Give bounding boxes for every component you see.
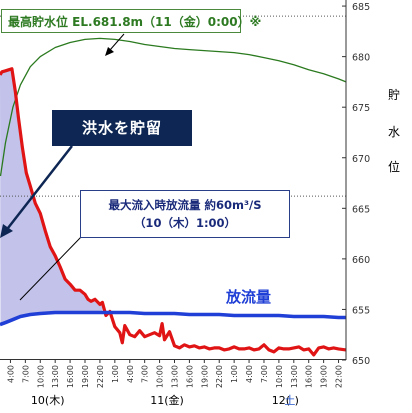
y-tick-label: 665 — [352, 204, 370, 215]
x-tick-label: 22:00 — [215, 365, 224, 388]
x-tick-label: 22:00 — [96, 365, 105, 388]
day-label: 12( — [272, 394, 290, 407]
x-tick-label: 10:00 — [156, 365, 165, 388]
x-tick-label: 13:00 — [290, 365, 299, 388]
y-tick-label: 680 — [352, 53, 370, 64]
x-tick-label: 13:00 — [51, 365, 60, 388]
x-tick-label: 1:00 — [230, 365, 239, 383]
x-tick-label: 10:00 — [36, 365, 45, 388]
x-tick-label: 16:00 — [66, 365, 75, 388]
x-tick-label: 19:00 — [320, 365, 329, 388]
x-tick-label: 7:00 — [260, 365, 269, 383]
x-tick-label: 7:00 — [141, 365, 150, 383]
y-tick-label: 675 — [352, 103, 370, 114]
max-inflow-line2: （10（木）1:00） — [133, 216, 237, 230]
y-tick-label: 670 — [352, 154, 370, 165]
x-tick-label: 13:00 — [170, 365, 179, 388]
day-label: 土 — [284, 394, 295, 407]
peak-level-callout: 最高貯水位 EL.681.8m（11（金）0:00）※ — [1, 9, 261, 33]
peak-leader-line — [109, 33, 125, 51]
day-label: 10(木) — [31, 394, 65, 407]
series-layer — [0, 37, 347, 357]
x-tick-label: 19:00 — [200, 365, 209, 388]
y-axis-label-char-3: 位 — [388, 160, 401, 174]
storage-fill-layer — [0, 68, 103, 325]
y-tick-label: 650 — [352, 356, 370, 367]
x-tick-label: 16:00 — [305, 365, 314, 388]
day-label: ) — [295, 394, 299, 407]
x-tick-label: 10:00 — [275, 365, 284, 388]
y-axis-label-char-2: 水 — [388, 125, 401, 139]
flood-leader-line — [7, 145, 73, 229]
y-axis-label-char-1: 貯 — [388, 88, 401, 102]
x-tick-layer: 4:00 7:00 10:00 13:00 16:00 19:00 22:00 1:00 4:0… — [6, 360, 344, 388]
max-inflow-callout: 最大流入時放流量 約60m³/S （10（木）1:00） — [80, 190, 290, 238]
inflow-leader-line — [19, 235, 83, 301]
x-tick-label: 22:00 — [335, 365, 344, 388]
x-tick-label: 4:00 — [126, 365, 135, 383]
x-tick-label: 4:00 — [6, 365, 15, 383]
inflow-line — [0, 67, 347, 357]
x-tick-label: 7:00 — [21, 365, 30, 383]
right-tick-layer: 650 655 660 665 670 675 680 685 — [342, 2, 370, 367]
x-tick-label: 19:00 — [81, 365, 90, 388]
storage-shaded-region — [0, 68, 103, 325]
day-label-layer: 10(木) 11(金) 12(土) — [31, 393, 299, 407]
water-level-line — [0, 37, 347, 177]
x-tick-label: 16:00 — [185, 365, 194, 388]
max-inflow-line1: 最大流入時放流量 約60m³/S — [108, 198, 262, 212]
y-tick-label: 660 — [352, 255, 370, 266]
day-label: 11(金) — [150, 393, 184, 407]
outflow-series-label: 放流量 — [226, 288, 272, 306]
annotation-leaders — [0, 33, 125, 301]
x-tick-label: 1:00 — [111, 365, 120, 383]
flood-leader-arrowhead — [0, 224, 13, 238]
x-tick-label: 4:00 — [245, 365, 254, 383]
peak-leader-arrowhead — [105, 47, 114, 56]
flood-storage-callout: 洪水を貯留 — [52, 110, 192, 146]
y-tick-label: 655 — [352, 305, 370, 316]
y-tick-label: 685 — [352, 2, 370, 13]
outflow-line — [0, 310, 346, 327]
axis-layer — [0, 0, 347, 360]
